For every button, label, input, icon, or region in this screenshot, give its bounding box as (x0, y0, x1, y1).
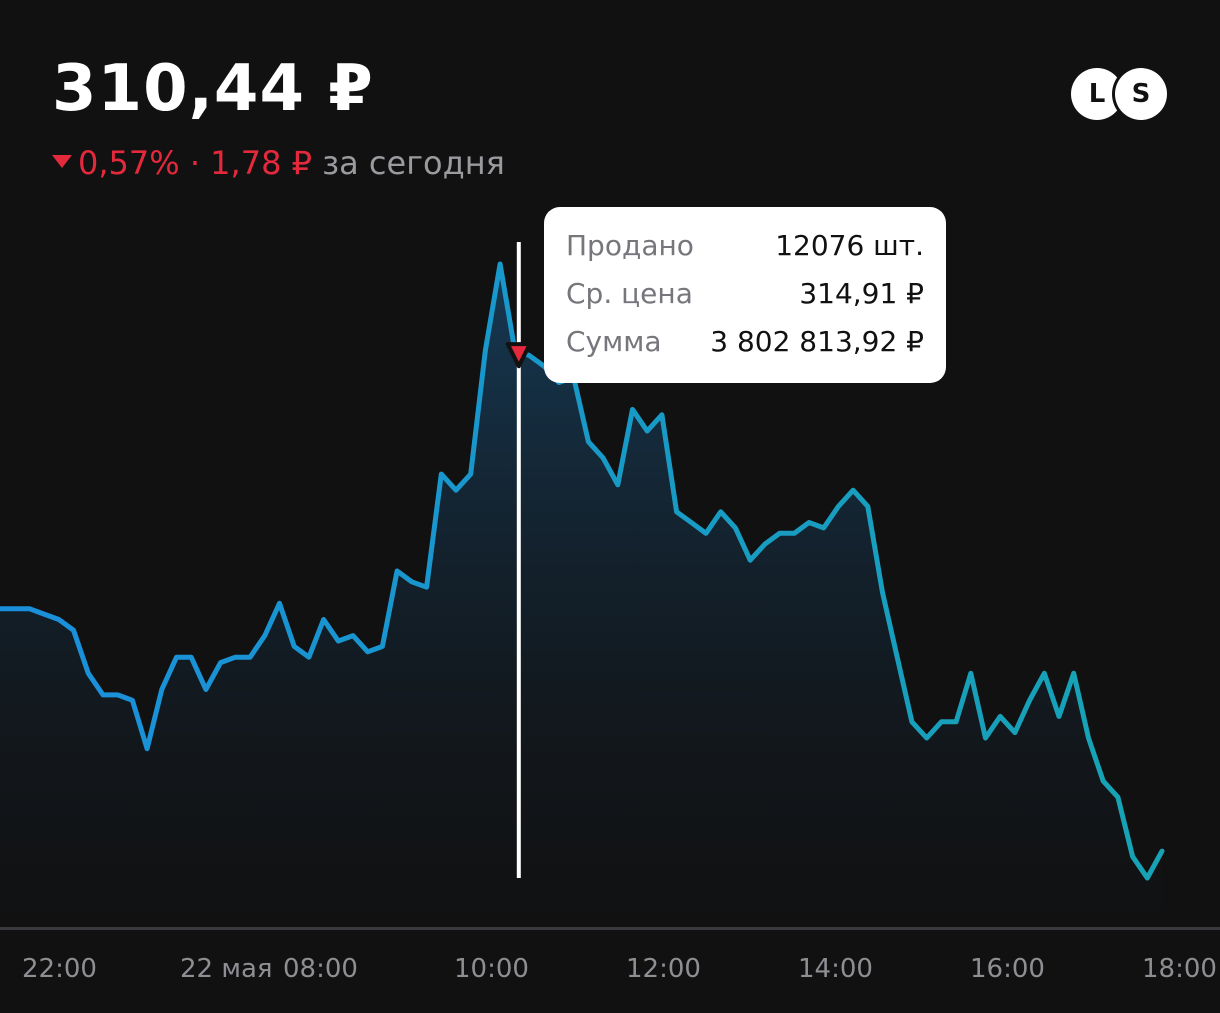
x-tick-label: 22 мая (180, 954, 273, 984)
tooltip-key: Сумма (566, 325, 662, 358)
change-percent: 0,57% (78, 144, 180, 182)
change-absolute: 1,78 ₽ (210, 144, 312, 182)
tooltip-value: 3 802 813,92 ₽ (710, 325, 924, 358)
x-tick-label: 08:00 (283, 954, 358, 984)
daily-change: 0,57% · 1,78 ₽ за сегодня (52, 144, 505, 182)
price-line (0, 261, 1165, 881)
x-tick-label: 14:00 (798, 954, 873, 984)
change-separator: · (189, 144, 200, 182)
x-tick-label: 18:00 (1142, 954, 1217, 984)
down-arrow-icon (52, 155, 72, 168)
sell-marker-icon[interactable] (505, 342, 532, 369)
tooltip-row-avg-price: Ср. цена 314,91 ₽ (566, 277, 924, 325)
x-tick-label: 10:00 (454, 954, 529, 984)
x-tick-label: 16:00 (970, 954, 1045, 984)
price-area (0, 264, 1162, 926)
short-toggle-button[interactable]: S (1115, 68, 1167, 120)
x-tick-label: 12:00 (626, 954, 701, 984)
long-toggle-button[interactable]: L (1071, 68, 1123, 120)
tooltip-value: 12076 шт. (775, 229, 924, 262)
trade-tooltip: Продано 12076 шт. Ср. цена 314,91 ₽ Сумм… (544, 207, 946, 383)
tooltip-row-sold: Продано 12076 шт. (566, 229, 924, 277)
price-chart[interactable] (0, 0, 1220, 930)
x-axis-baseline (0, 927, 1220, 930)
tooltip-row-sum: Сумма 3 802 813,92 ₽ (566, 325, 924, 373)
current-price: 310,44 ₽ (52, 52, 374, 126)
change-period: за сегодня (322, 144, 505, 182)
tooltip-key: Продано (566, 229, 694, 262)
tooltip-key: Ср. цена (566, 277, 693, 310)
tooltip-value: 314,91 ₽ (799, 277, 924, 310)
x-tick-label: 22:00 (22, 954, 97, 984)
